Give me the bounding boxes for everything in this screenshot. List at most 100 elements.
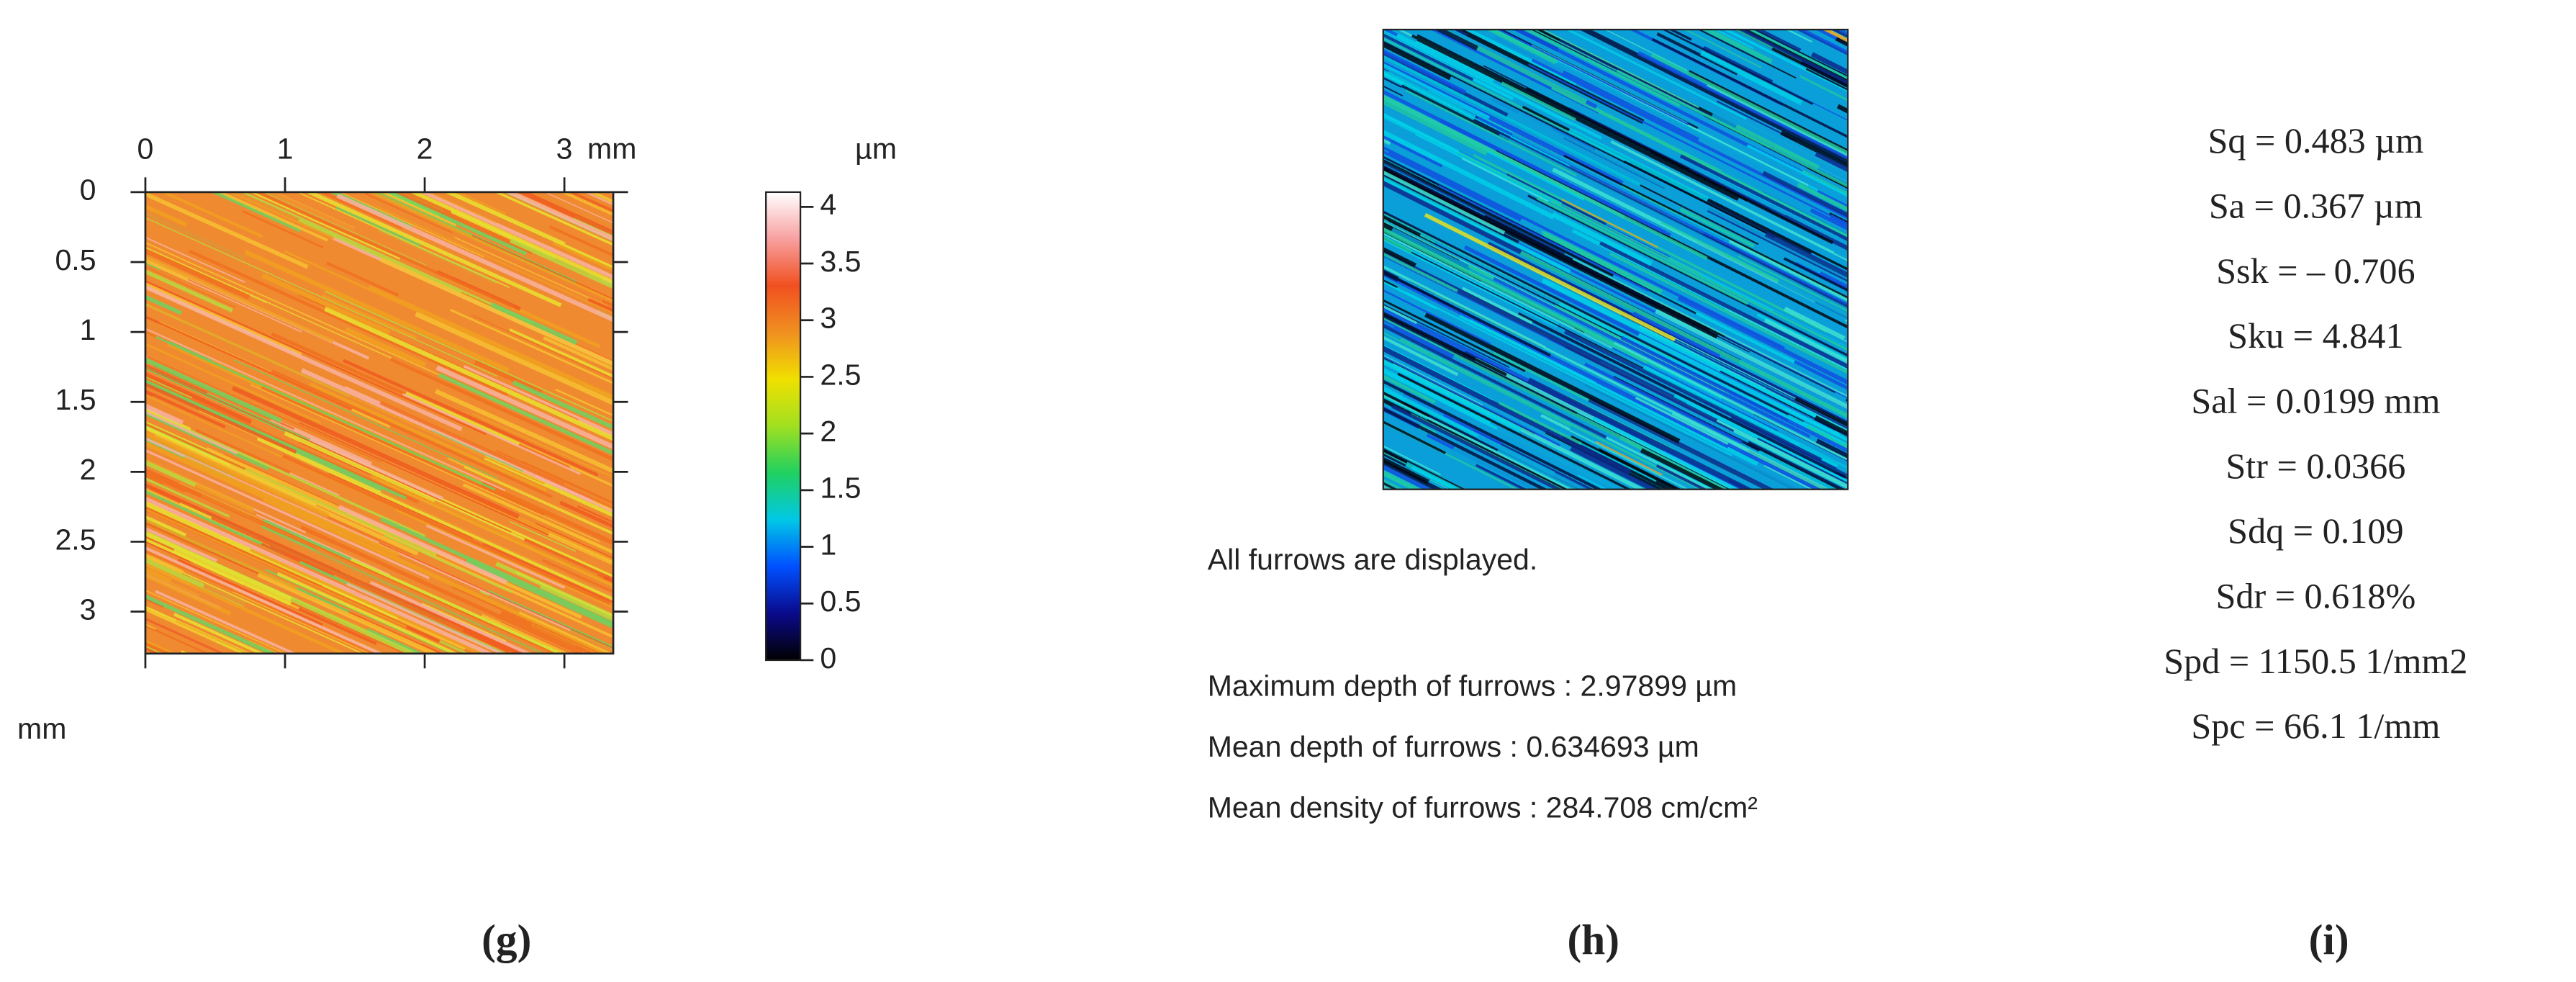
texture-stripe — [1694, 554, 2113, 765]
texture-stripe — [254, 192, 513, 308]
texture-stripe — [1045, 297, 1345, 446]
texture-stripe — [433, 500, 599, 577]
texture-stripe — [145, 379, 407, 500]
texture-stripe — [42, 0, 277, 31]
y-tick-label: 1.5 — [55, 383, 96, 416]
colorbar-tick-label: 3.5 — [820, 245, 861, 278]
texture-stripe — [1656, 32, 1738, 76]
texture-stripe — [455, 192, 507, 215]
texture-stripe — [145, 294, 183, 315]
texture-stripe — [1812, 0, 1968, 31]
texture-stripe — [321, 294, 417, 339]
texture-stripe — [1188, 418, 1346, 497]
texture-stripe — [8, 10, 147, 73]
texture-stripe — [575, 645, 594, 654]
texture-stripe — [0, 742, 193, 910]
panel-label: (h) — [1568, 916, 1619, 963]
texture-stripe — [380, 517, 614, 626]
texture-stripe — [959, 301, 1393, 518]
texture-stripe — [145, 204, 188, 227]
texture-stripe — [934, 518, 1157, 630]
texture-stripe — [582, 649, 592, 654]
texture-stripe — [577, 579, 614, 598]
texture-stripe — [962, 346, 1083, 405]
texture-stripe — [1098, 366, 1310, 472]
texture-stripe — [1008, 163, 1272, 294]
texture-stripe — [1383, 270, 1551, 357]
texture-stripe — [1831, 492, 2077, 616]
texture-stripe — [1655, 309, 1848, 410]
texture-stripe — [1799, 75, 1848, 102]
texture-stripe — [145, 217, 498, 377]
texture-stripe — [1519, 251, 1848, 419]
texture-stripe — [448, 675, 902, 880]
texture-stripe — [0, 83, 63, 119]
texture-stripe — [1133, 48, 1285, 124]
texture-stripe — [129, 0, 244, 46]
texture-stripe — [53, 659, 328, 783]
texture-stripe — [176, 558, 324, 628]
texture-stripe — [145, 364, 208, 395]
texture-stripe — [500, 611, 598, 654]
y-tick-label: 1 — [80, 313, 96, 346]
texture-stripe — [1086, 0, 1438, 22]
texture-stripe — [972, 287, 1107, 355]
surface-parameter: Spc = 66.1 1/mm — [2191, 706, 2440, 746]
texture-stripe — [1799, 0, 2225, 25]
texture-stripe — [1721, 518, 1815, 565]
texture-stripe — [0, 611, 13, 723]
texture-stripe — [299, 422, 614, 565]
texture-stripe — [338, 192, 484, 258]
texture-stripe — [988, 22, 1085, 71]
texture-stripe — [1383, 232, 1613, 349]
texture-stripe — [1098, 53, 1292, 150]
texture-stripe — [981, 379, 1265, 521]
texture-stripe — [1067, 8, 1291, 120]
texture-stripe — [988, 235, 1074, 278]
texture-stripe — [1383, 313, 1427, 340]
texture-stripe — [427, 192, 498, 224]
texture-stripe — [569, 0, 938, 125]
texture-stripe — [1438, 184, 1650, 292]
texture-stripe — [0, 476, 36, 552]
texture-stripe — [256, 436, 614, 601]
texture-stripe — [76, 5, 194, 58]
texture-stripe — [281, 454, 611, 605]
texture-stripe — [1658, 510, 1855, 608]
texture-stripe — [548, 0, 926, 124]
texture-stripe — [382, 4, 601, 102]
texture-stripe — [366, 628, 425, 654]
texture-stripe — [1058, 338, 1165, 392]
texture-stripe — [1822, 30, 1848, 43]
texture-stripe — [405, 0, 883, 132]
texture-stripe — [1192, 0, 1489, 12]
texture-stripe — [394, 509, 614, 609]
texture-stripe — [1145, 0, 1428, 22]
texture-stripe — [1357, 0, 1475, 21]
texture-stripe — [1528, 63, 1843, 223]
texture-stripe — [1807, 423, 1848, 449]
texture-stripe — [543, 336, 614, 371]
texture-stripe — [539, 583, 614, 621]
texture-stripe — [145, 372, 158, 380]
texture-stripe — [1328, 0, 1806, 6]
texture-stripe — [1206, 0, 1493, 6]
texture-stripe — [0, 529, 26, 619]
texture-stripe — [1561, 198, 1658, 248]
texture-stripe — [1811, 52, 1848, 75]
texture-stripe — [1383, 136, 1392, 145]
texture-stripe — [952, 347, 1207, 474]
colorbar-tick-label: 0.5 — [820, 585, 861, 618]
texture-stripe — [1021, 316, 1319, 465]
texture-stripe — [145, 515, 186, 538]
texture-stripe — [1049, 0, 1357, 25]
texture-stripe — [1433, 0, 1892, 10]
texture-stripe — [274, 681, 348, 715]
texture-stripe — [447, 457, 605, 529]
texture-stripe — [1174, 226, 1325, 302]
texture-stripe — [1107, 225, 1277, 310]
texture-stripe — [1820, 2, 2054, 120]
surface-parameter: Sku = 4.841 — [2228, 315, 2403, 356]
texture-stripe — [194, 4, 587, 181]
texture-stripe — [1383, 359, 1522, 433]
